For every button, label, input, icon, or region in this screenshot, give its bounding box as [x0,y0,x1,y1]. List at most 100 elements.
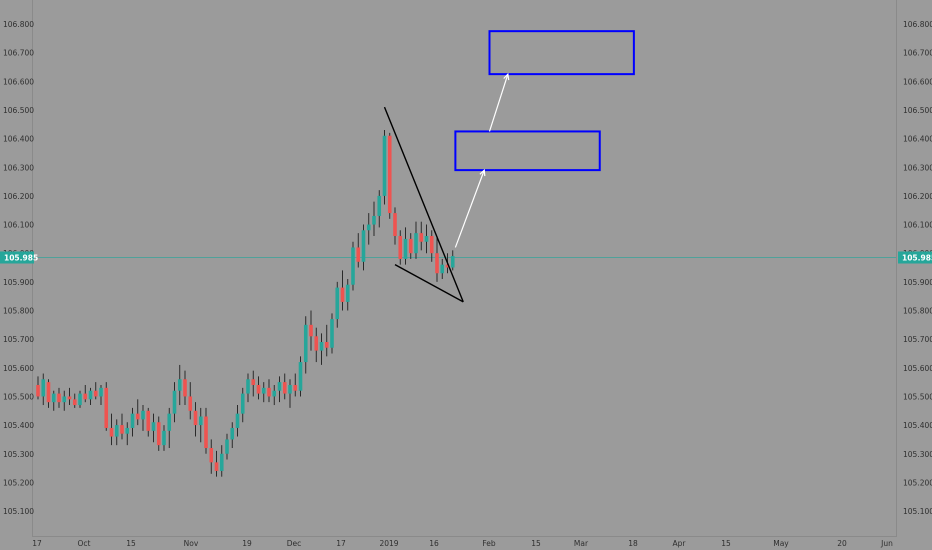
candle-body-up [288,384,292,394]
candle-body-up [151,422,156,431]
candle [372,201,376,237]
y-tick-label-left: 106.100 [3,221,34,230]
candle-body-up [177,379,182,391]
candle-body-up [230,427,235,440]
y-tick-label-left: 105.900 [3,278,34,287]
y-tick-label-left: 106.300 [3,163,34,172]
x-tick-label: 17 [32,539,42,548]
y-tick-label-left: 105.300 [3,450,34,459]
candle-body-down [67,396,72,400]
arrow-head [479,168,486,177]
candle [93,382,98,400]
candle [330,313,334,354]
y-tick-label-left: 106.800 [3,20,34,29]
y-tick-label-left: 106.500 [3,106,34,115]
projection-arrow-1[interactable] [454,168,486,248]
candle [424,224,429,254]
candle-body-up [141,410,145,420]
candle [62,390,67,411]
candle-body-down [183,379,187,397]
candle [99,384,103,406]
candle [151,413,156,443]
candle [51,390,56,411]
candle [382,130,387,205]
y-tick-label-left: 105.700 [3,335,34,344]
candle [398,230,403,265]
x-tick-label: 16 [429,539,439,548]
candle [335,281,340,328]
candle-body-up [440,264,445,274]
projection-arrow-2[interactable] [488,72,510,132]
candle-body-up [88,390,93,400]
candle-body-up [277,382,282,391]
arrow-shaft [454,169,485,248]
y-axis-left: 106.800 106.700 106.600 106.500 106.400 106.3… [3,20,34,516]
candle-body-down [340,287,345,302]
candle-body-down [309,324,313,337]
candle-body-down [204,416,208,449]
candle-body-up [62,396,67,403]
x-tick-label: Oct [78,539,91,548]
candle [440,258,445,279]
candle-body-up [424,236,429,242]
x-tick-label: Mar [574,539,589,548]
upper-trendline[interactable] [383,106,464,303]
candle [272,384,277,406]
candle-body-down [282,382,287,394]
candle-body-up [78,393,82,406]
candle [172,382,177,423]
y-tick-label-right: 105.600 [903,364,932,373]
candle-body-down [57,393,61,403]
candle [120,413,124,440]
candle [240,387,245,423]
y-tick-label-left: 105.600 [3,364,34,373]
candle-body-up [246,379,250,394]
candle [109,413,114,446]
candle-body-up [167,413,172,431]
x-tick-label: 15 [531,539,541,548]
candle [288,379,292,408]
lower-trendline[interactable] [394,264,464,303]
candle-body-down [387,135,392,214]
x-tick-label: 19 [242,539,252,548]
candle [251,370,256,397]
candle-body-down [209,448,214,463]
candle [193,402,198,437]
candle-body-up [225,439,229,454]
candle-body-down [393,213,397,237]
candle [104,382,109,431]
target-box-2[interactable] [488,30,635,76]
candle [256,376,261,400]
x-axis: 17 Oct 15 Nov 19 Dec 17 2019 16 Feb 15 Mar 18 Apr 15 Ma… [32,539,893,548]
price-tag-background [898,251,932,264]
candle [450,250,455,271]
candle [356,233,361,268]
x-tick-label: 20 [837,539,847,548]
y-tick-label-left: 106.200 [3,192,34,201]
x-tick-label: Jun [880,539,893,548]
y-tick-label-left: 105.100 [3,507,34,516]
candle [209,439,214,474]
drawings [383,30,635,303]
y-tick-label-right: 105.900 [903,278,932,287]
candle [225,433,229,460]
y-tick-label-left: 105.800 [3,307,34,316]
candle [246,373,250,403]
candle-body-down [324,342,329,348]
candle-body-down [214,462,219,471]
candle-body-up [303,324,308,363]
candle [230,422,235,449]
y-tick-label-right: 106.300 [903,163,932,172]
candle-body-down [419,233,424,242]
candle [135,399,140,426]
candle-body-down [120,425,124,434]
candle [78,390,82,408]
candle [167,407,172,449]
target-box-1[interactable] [454,130,601,172]
candle [36,376,40,400]
candle-body-up [372,215,376,225]
candle [261,382,266,403]
candle [277,376,282,403]
current-price-tags: 105.985 105.985 [0,251,932,264]
